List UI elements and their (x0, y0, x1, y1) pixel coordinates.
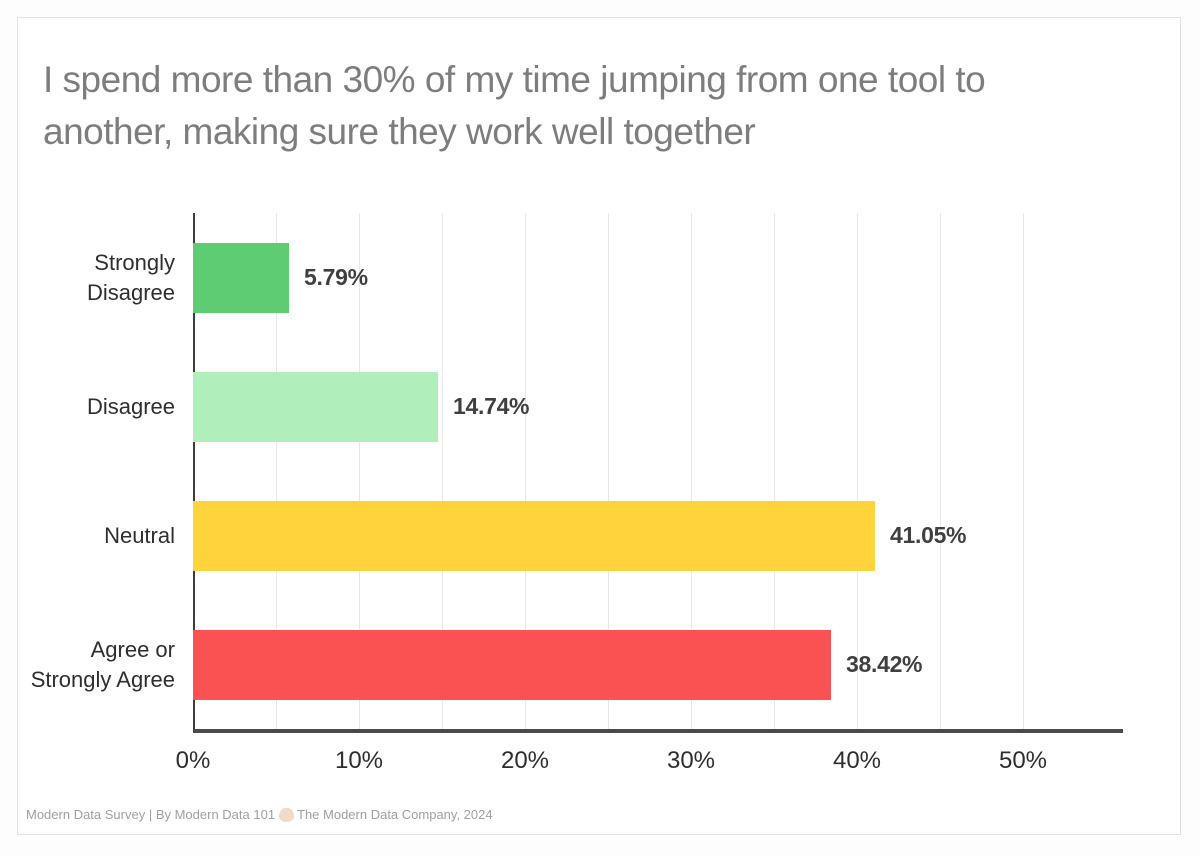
bar-row-strongly-disagree: Strongly Disagree 5.79% (87, 213, 1123, 342)
gridline (691, 213, 692, 729)
footer-text-after: The Modern Data Company, 2024 (293, 807, 493, 822)
category-label-neutral: Neutral (104, 522, 175, 548)
chart-title: I spend more than 30% of my time jumping… (43, 54, 986, 158)
value-label-disagree: 14.74% (453, 393, 530, 419)
y-axis-line (193, 213, 195, 729)
category-label-disagree: Disagree (86, 393, 175, 419)
value-label-strongly-disagree: 5.79% (304, 264, 368, 290)
bar-neutral (193, 500, 875, 571)
value-label-neutral: 41.05% (890, 522, 967, 548)
bar-agree-or-strongly-agree (193, 629, 831, 700)
value-label-agree-or-strongly-agree: 38.42% (846, 651, 923, 677)
gridline (608, 213, 609, 729)
plot-area: Strongly Disagree 5.79% Disagree 14.74% Neut… (31, 213, 1123, 774)
gridline (857, 213, 858, 729)
x-tick-label-0pct: 0% (175, 747, 211, 774)
gridline (525, 213, 526, 729)
chart-title-line-2: another, making sure they work well toge… (43, 111, 756, 152)
x-tick-label-20pct: 20% (500, 747, 550, 774)
gridline (940, 213, 941, 729)
gridline (774, 213, 775, 729)
footer-text-before: Modern Data Survey | By Modern Data 101 (26, 807, 279, 822)
bar-strongly-disagree (193, 242, 289, 313)
gridline (276, 213, 277, 729)
bars-container: Strongly Disagree 5.79% Disagree 14.74% Neut… (31, 213, 1123, 729)
bar-row-disagree: Disagree 14.74% (87, 342, 1123, 471)
category-label-agree-or-strongly-agree: Agree or Strongly Agree (30, 636, 175, 692)
gridline (442, 213, 443, 729)
bar-row-neutral: Neutral 41.05% (104, 471, 1123, 600)
x-tick-label-10pct: 10% (334, 747, 384, 774)
x-axis-line (193, 729, 1123, 733)
handshake-emoji-icon: 🤝 (278, 808, 294, 822)
bar-row-agree-or-strongly-agree: Agree or Strongly Agree 38.42% (31, 600, 1123, 729)
bar-disagree (193, 371, 438, 442)
gridline (359, 213, 360, 729)
x-axis-ticks: 0% 10% 20% 30% 40% 50% (176, 747, 1123, 777)
x-tick-label-50pct: 50% (998, 747, 1048, 774)
category-label-strongly-disagree: Strongly Disagree (86, 249, 175, 305)
gridline (1023, 213, 1024, 729)
x-tick-label-30pct: 30% (666, 747, 716, 774)
footer-credit: Modern Data Survey | By Modern Data 101 … (26, 807, 493, 822)
chart-card: I spend more than 30% of my time jumping… (17, 17, 1181, 835)
x-tick-label-40pct: 40% (832, 747, 882, 774)
chart-title-line-1: I spend more than 30% of my time jumping… (43, 59, 986, 100)
